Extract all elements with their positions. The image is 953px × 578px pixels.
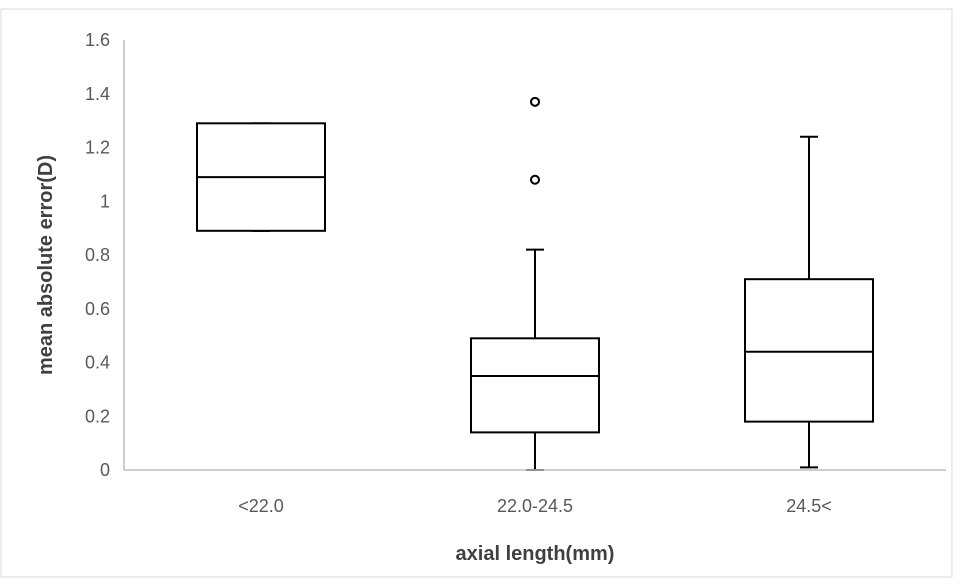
y-tick-label: 0.6 — [85, 299, 110, 319]
x-tick-label: <22.0 — [238, 496, 284, 516]
box-group — [196, 122, 326, 232]
box-group — [744, 135, 874, 469]
x-tick-label: 22.0-24.5 — [497, 496, 573, 516]
x-axis-ticks: <22.0 22.0-24.5 24.5< — [238, 496, 832, 516]
outlier-point — [530, 96, 540, 107]
box-iqr — [744, 278, 874, 423]
x-tick-label: 24.5< — [786, 496, 832, 516]
y-tick-label: 0.2 — [85, 406, 110, 426]
y-axis-ticks: 0 0.2 0.4 0.6 0.8 1 1.2 1.4 1.6 — [85, 30, 110, 480]
box-iqr — [470, 337, 600, 434]
y-tick-label: 1.2 — [85, 138, 110, 158]
y-tick-label: 1.4 — [85, 84, 110, 104]
y-tick-label: 1 — [100, 191, 110, 211]
y-tick-label: 0 — [100, 460, 110, 480]
box-group — [470, 96, 600, 471]
y-tick-label: 1.6 — [85, 30, 110, 50]
x-axis-title: axial length(mm) — [456, 543, 615, 565]
box-series — [196, 96, 874, 471]
y-tick-label: 0.4 — [85, 353, 110, 373]
y-tick-label: 0.8 — [85, 245, 110, 265]
y-axis-title: mean absolute error(D) — [35, 155, 57, 375]
outlier-point — [530, 174, 540, 185]
